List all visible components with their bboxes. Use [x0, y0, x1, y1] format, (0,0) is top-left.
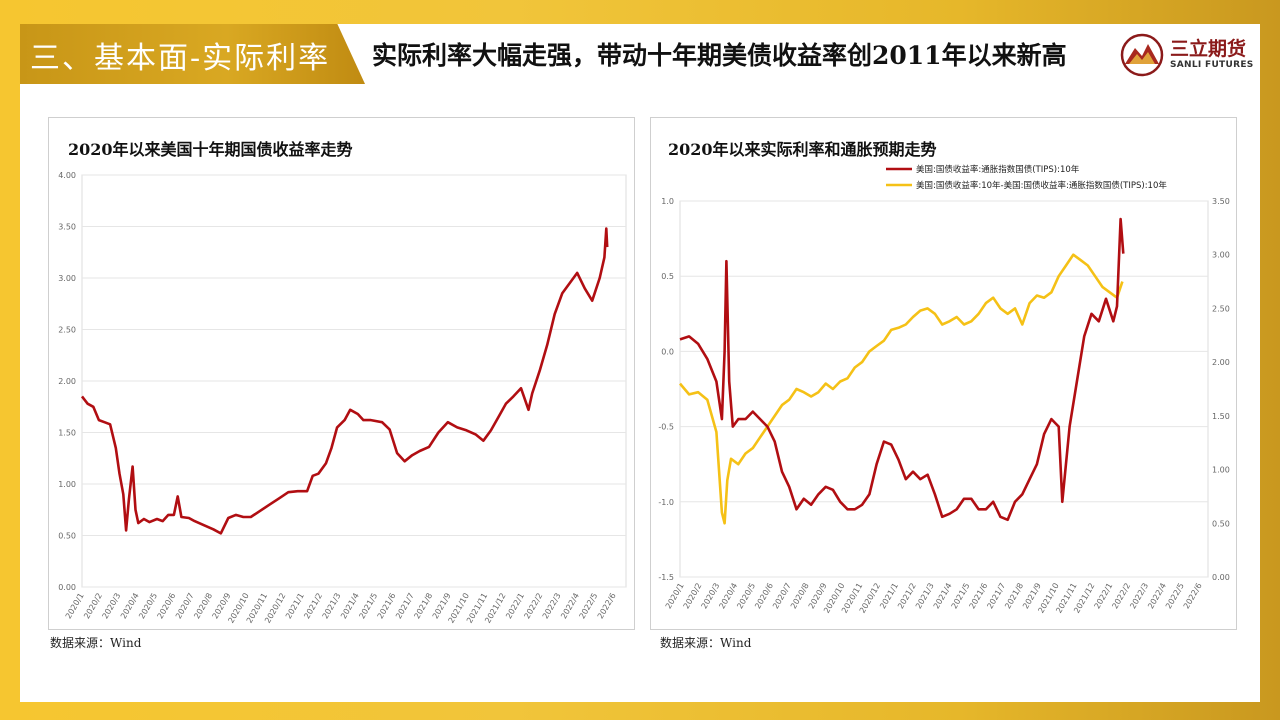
y-tick-label-left: 0.50: [58, 532, 76, 541]
source-right: 数据来源：Wind: [660, 636, 752, 650]
chart-title-right: 2020年以来实际利率和通胀预期走势: [668, 140, 937, 159]
series-line-right-0: [679, 217, 1125, 522]
y-left-tick-label: -1.0: [658, 498, 674, 507]
y-right-tick-label: 0.50: [1212, 519, 1230, 528]
legend-label-0: 美国:国债收益率:通胀指数国债(TIPS):10年: [916, 164, 1080, 175]
chart-right: 1.0 0.5 0.0 -0.5 -1.0 -1.5 3.50 3.00 2.50 2.00 1.5…: [658, 164, 1230, 615]
y-right-tick-label: 1.50: [1212, 412, 1230, 421]
y-left-tick-label: 1.0: [661, 197, 674, 206]
series-line-left-0: [80, 227, 609, 535]
y-right-tick-label: 3.00: [1212, 251, 1230, 260]
series-line-right-1: [679, 253, 1124, 525]
y-right-tick-label: 2.00: [1212, 358, 1230, 367]
y-tick-label-left: 2.50: [58, 326, 76, 335]
chart-left-x-tick-label: 2022/6: [596, 592, 618, 621]
y-tick-label-left: 3.50: [58, 223, 76, 232]
y-tick-label-left: 1.00: [58, 480, 76, 489]
logo-text-en: SANLI FUTURES: [1170, 60, 1254, 70]
y-tick-label-left: 0.00: [58, 583, 76, 592]
y-tick-label-left: 4.00: [58, 171, 76, 180]
chart-title-left: 2020年以来美国十年期国债收益率走势: [68, 140, 353, 159]
y-right-tick-label: 3.50: [1212, 197, 1230, 206]
logo-text-cn: 三立期货: [1170, 38, 1247, 60]
chart-panel-left: [48, 117, 635, 630]
y-left-tick-label: -1.5: [658, 573, 674, 582]
chart-panel-right: [650, 117, 1237, 630]
y-right-tick-label: 2.50: [1212, 304, 1230, 313]
section-title: 三、基本面-实际利率: [30, 41, 331, 76]
y-right-tick-label: 1.00: [1212, 466, 1230, 475]
chart-left: 0.000.501.001.502.002.503.003.504.002020…: [58, 171, 627, 625]
y-left-tick-label: 0.5: [661, 272, 674, 281]
y-tick-label-left: 1.50: [58, 429, 76, 438]
y-tick-label-left: 2.00: [58, 377, 76, 386]
slide-headline: 实际利率大幅走强，带动十年期美债收益率创2011年以来新高: [372, 41, 1067, 70]
legend-label-1: 美国:国债收益率:10年-美国:国债收益率:通胀指数国债(TIPS):10年: [916, 180, 1167, 191]
plot-area-right: [679, 200, 1209, 578]
source-left: 数据来源：Wind: [50, 636, 142, 650]
logo-mountain-icon: [1120, 33, 1164, 77]
y-left-tick-label: -0.5: [658, 423, 674, 432]
section-tab: [20, 24, 365, 84]
y-tick-label-left: 3.00: [58, 274, 76, 283]
y-right-tick-label: 0.00: [1212, 573, 1230, 582]
y-left-tick-label: 0.0: [661, 347, 674, 356]
